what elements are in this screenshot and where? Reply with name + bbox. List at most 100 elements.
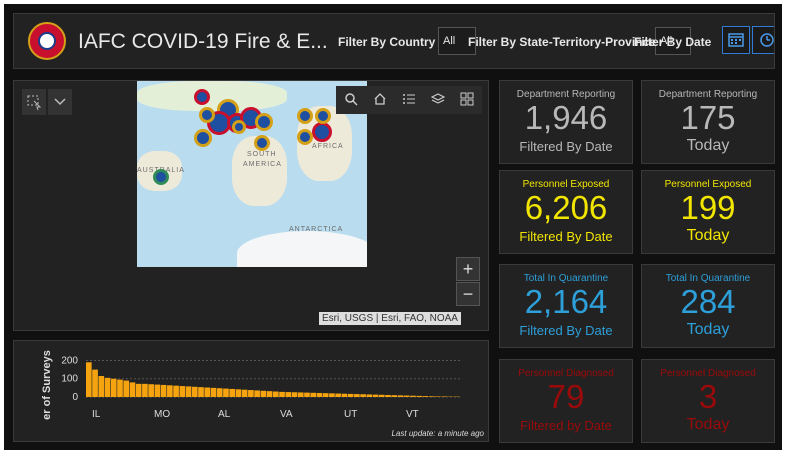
clock-icon[interactable]: [752, 26, 774, 54]
chart-bar: [391, 395, 398, 397]
filter-date-label: Filter By Date: [634, 35, 712, 49]
map-toolbar: [336, 86, 482, 114]
filter-country-select[interactable]: All: [438, 27, 476, 55]
personnel-exposed-filtered-card: Personnel Exposed 6,206 Filtered By Date: [499, 170, 633, 254]
y-tick-label: 200: [61, 355, 78, 366]
map-marker[interactable]: [254, 135, 270, 151]
kpi-value: 284: [680, 283, 736, 320]
kpi-subtitle: Filtered by Date: [520, 418, 612, 433]
home-icon[interactable]: [373, 92, 387, 106]
map-panel[interactable]: AUSTRALIA SOUTH AMERICA AFRICA ANTARCTIC…: [13, 80, 489, 331]
chart-bar: [341, 393, 348, 397]
chart-bar: [279, 391, 285, 397]
x-tick-label: UT: [344, 409, 357, 420]
chart-bar: [223, 388, 229, 397]
calendar-icon[interactable]: [722, 26, 750, 54]
zoom-in-button[interactable]: +: [456, 257, 480, 281]
map-marker[interactable]: [297, 129, 313, 145]
landmass-north: [137, 81, 287, 111]
chart-bar: [416, 395, 422, 397]
basemap-gallery-icon[interactable]: [460, 92, 474, 106]
chart-bar: [403, 395, 410, 397]
chart-bar: [173, 385, 179, 397]
personnel-diagnosed-filtered-card: Personnel Diagnosed 79 Filtered by Date: [499, 359, 633, 443]
zoom-out-button[interactable]: −: [456, 282, 480, 306]
chart-bar: [260, 390, 267, 397]
select-icon[interactable]: [22, 89, 46, 115]
chevron-down-icon[interactable]: [48, 89, 72, 115]
kpi-value: 175: [680, 99, 736, 136]
chart-bar: [273, 391, 279, 397]
kpi-value: 2,164: [524, 283, 608, 320]
chart-bar: [254, 390, 260, 397]
chart-bar: [322, 393, 329, 397]
chart-bar: [179, 386, 186, 397]
layers-icon[interactable]: [431, 92, 445, 106]
chart-bar: [98, 376, 105, 397]
personnel-diagnosed-today-card: Personnel Diagnosed 3 Today: [641, 359, 775, 443]
chart-bar: [123, 380, 130, 397]
chart-bar: [142, 383, 148, 397]
landmass-antarctica: [237, 231, 367, 267]
filter-state-select[interactable]: All: [655, 27, 691, 55]
chart-bar: [410, 395, 416, 397]
chart-bar: [148, 384, 154, 397]
department-reporting-today-card: Department Reporting 175 Today: [641, 80, 775, 164]
chart-bar: [316, 392, 323, 397]
x-tick-label: VT: [406, 409, 419, 420]
chart-bar: [366, 394, 373, 397]
chart-bar: [241, 389, 248, 397]
chart-bar: [385, 394, 391, 397]
chart-bar: [167, 385, 173, 397]
kpi-subtitle: Today: [686, 321, 730, 338]
map-marker[interactable]: [312, 122, 332, 142]
chart-bar: [129, 382, 136, 397]
map-label-america: AMERICA: [243, 161, 282, 168]
kpi-label: Total In Quarantine: [523, 273, 609, 284]
chart-bar: [304, 392, 310, 397]
kpi-subtitle: Filtered By Date: [519, 139, 613, 154]
kpi-label: Department Reporting: [658, 89, 758, 100]
map-marker[interactable]: [232, 120, 246, 134]
kpi-value: 199: [680, 189, 736, 226]
world-map[interactable]: AUSTRALIA SOUTH AMERICA AFRICA ANTARCTIC…: [137, 81, 367, 267]
search-icon[interactable]: [344, 92, 358, 106]
layer-list-icon[interactable]: [402, 92, 416, 106]
kpi-subtitle: Today: [686, 137, 730, 154]
chart-bar: [428, 396, 435, 397]
chart-bar: [185, 386, 192, 397]
map-marker[interactable]: [297, 108, 313, 124]
chart-bar: [248, 390, 254, 397]
map-marker[interactable]: [255, 113, 273, 131]
map-marker[interactable]: [153, 169, 169, 185]
kpi-subtitle: Today: [686, 227, 730, 244]
kpi-label: Department Reporting: [516, 89, 616, 100]
kpi-label: Personnel Exposed: [522, 179, 610, 190]
iafc-logo: [28, 22, 66, 60]
map-marker[interactable]: [199, 107, 215, 123]
chart-bar: [435, 396, 441, 397]
chart-bar: [378, 394, 385, 397]
chart-bar: [135, 383, 142, 397]
map-attribution: Esri, USGS | Esri, FAO, NOAA: [319, 312, 461, 325]
kpi-subtitle: Today: [686, 416, 730, 433]
map-label-south: SOUTH: [247, 151, 277, 158]
map-label-antarctica: ANTARCTICA: [289, 226, 344, 233]
chart-bar: [92, 369, 98, 397]
kpi-value: 79: [547, 378, 585, 415]
dashboard-title: IAFC COVID-19 Fire & E...: [78, 30, 328, 53]
total-quarantine-today-card: Total In Quarantine 284 Today: [641, 264, 775, 348]
chart-bar: [229, 388, 235, 397]
kpi-subtitle: Filtered By Date: [519, 229, 613, 244]
last-update-text: Last update: a minute ago: [391, 429, 484, 438]
surveys-bar-chart: 0 100 200 er of Surveys IL MO AL VA UT VT: [41, 350, 460, 420]
chart-bar: [397, 395, 404, 397]
filter-state-label: Filter By State-Territory-Province: [468, 35, 656, 49]
map-marker[interactable]: [194, 89, 210, 105]
map-marker[interactable]: [194, 129, 212, 147]
map-marker[interactable]: [315, 108, 331, 124]
chart-bar: [110, 378, 117, 397]
chart-bar: [104, 377, 111, 397]
kpi-label: Personnel Exposed: [664, 179, 752, 190]
chart-bar: [347, 393, 354, 397]
